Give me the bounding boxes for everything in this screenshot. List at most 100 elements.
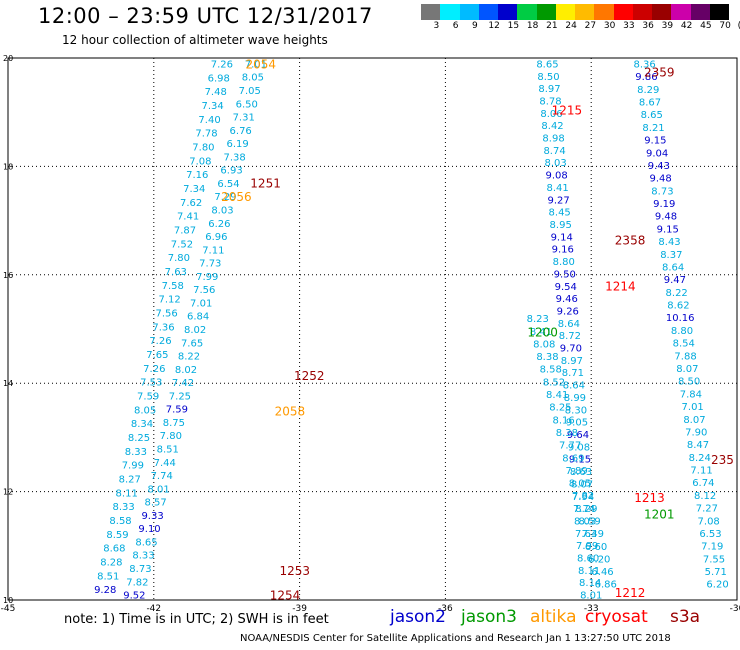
wave-height-value: 8.51 [97,571,119,582]
wave-height-value: 7.19 [701,542,723,553]
colorbar-swatch [459,4,479,20]
wave-height-value: 7.74 [573,504,595,515]
time-label: 2359 [644,66,675,80]
colorbar-label: (ft) [738,21,740,31]
wave-height-value: 9.48 [650,174,672,185]
wave-height-value: 8.25 [128,433,150,444]
wave-height-value: 7.65 [181,338,203,349]
wave-height-value: 8.01 [148,484,170,495]
time-label: 1201 [644,507,675,521]
wave-height-value: 7.01 [682,402,704,413]
colorbar-swatch [671,4,691,20]
wave-height-value: 8.59 [106,530,128,541]
wave-height-value: 10.16 [666,313,695,324]
wave-height-value: 8.16 [553,415,575,426]
wave-height-value: 6.53 [699,529,721,540]
wave-height-value: 6.20 [588,554,610,565]
wave-height-value: 8.22 [178,352,200,363]
wave-height-value: 6.74 [692,478,714,489]
time-label: 2056 [221,190,252,204]
wave-height-value: 8.11 [578,566,600,577]
wave-height-value: 9.04 [646,148,668,159]
wave-height-value: 8.97 [538,84,560,95]
wave-height-value: 7.16 [186,170,208,181]
wave-height-value: 8.07 [571,479,593,490]
time-label: 1213 [634,491,665,505]
wave-height-value: 7.27 [696,504,718,515]
colorbar-swatch [536,4,556,20]
wave-height-value: 6.60 [585,542,607,553]
wave-height-value: 6.84 [187,312,209,323]
wave-height-value: 5.71 [705,567,727,578]
wave-height-value: 9.05 [566,418,588,429]
wave-height-value: 7.87 [174,225,196,236]
wave-height-value: 7.48 [205,87,227,98]
wave-height-value: 9.08 [545,171,567,182]
wave-height-value: 7.82 [572,491,594,502]
wave-height-value: 9.10 [138,524,160,535]
wave-height-value: 7.01 [245,59,267,70]
wave-height-value: 7.11 [690,466,712,477]
wave-height-value: 8.33 [112,502,134,513]
wave-height-value: 8.23 [527,314,549,325]
wave-height-value: 7.89 [565,466,587,477]
wave-height-value: 8.50 [678,377,700,388]
wave-height-value: 8.11 [116,488,138,499]
wave-height-value: 8.60 [577,554,599,565]
wave-height-value: 6.93 [220,166,242,177]
wave-height-value: 8.30 [565,405,587,416]
credit-line: NOAA/NESDIS Center for Satellite Applica… [240,633,671,644]
wave-height-value: 7.40 [198,115,220,126]
wave-height-value: 8.67 [639,97,661,108]
wave-height-value: 7.34 [183,184,205,195]
colorbar-label: 27 [584,21,597,31]
wave-height-value: 7.63 [165,267,187,278]
wave-height-value: 8.72 [559,331,581,342]
wave-height-value: 8.24 [689,453,711,464]
wave-height-value: 9.33 [141,511,163,522]
colorbar-label: 15 [507,21,520,31]
time-label: 1215 [552,103,583,117]
wave-height-value: 8.33 [125,447,147,458]
wave-height-value: 8.07 [676,364,698,375]
wave-height-value: 8.99 [564,393,586,404]
wave-height-value: 9.27 [548,195,570,206]
colorbar-label: 33 [623,21,635,31]
wave-height-value: 7.56 [193,285,215,296]
colorbar-swatch [690,4,710,20]
wave-height-value: 7.94 [572,492,594,503]
wave-height-value: 8.62 [667,301,689,312]
colorbar-swatch [555,4,575,20]
wave-height-value: 7.63 [575,529,597,540]
wave-height-value: 7.84 [680,389,702,400]
wave-height-value: 8.97 [561,356,583,367]
y-tick-label: 20 [3,54,13,63]
wave-height-value: 8.38 [536,352,558,363]
wave-height-value: 8.43 [658,237,680,248]
wave-height-value: 7.99 [576,541,598,552]
colorbar-label: 42 [680,21,693,31]
wave-height-value: 8.37 [660,250,682,261]
time-label: 2358 [615,234,646,248]
wave-height-value: 8.45 [549,208,571,219]
wave-height-value: 8.95 [550,220,572,231]
time-label: 1212 [615,586,646,600]
colorbar-swatch [478,4,498,20]
wave-height-value: 8.63 [570,467,592,478]
wave-height-value: 8.12 [694,491,716,502]
wave-height-value: 7.88 [674,351,696,362]
wave-height-value: 7.62 [180,198,202,209]
wave-height-value: 8.41 [546,390,568,401]
wave-height-value: 9.64 [567,430,589,441]
wave-height-value: 8.05 [242,73,264,84]
wave-height-value: 8.42 [541,121,563,132]
wave-height-value: 7.78 [195,129,217,140]
wave-height-value: 7.26 [149,336,171,347]
x-tick-label: -39 [292,604,307,614]
wave-height-value: 6.46 [591,567,613,578]
wave-height-value: 7.26 [143,364,165,375]
wave-height-value: 8.03 [544,158,566,169]
wave-height-value: 7.08 [698,516,720,527]
wave-height-value: 9.46 [556,294,578,305]
wave-height-value: 8.73 [129,564,151,575]
